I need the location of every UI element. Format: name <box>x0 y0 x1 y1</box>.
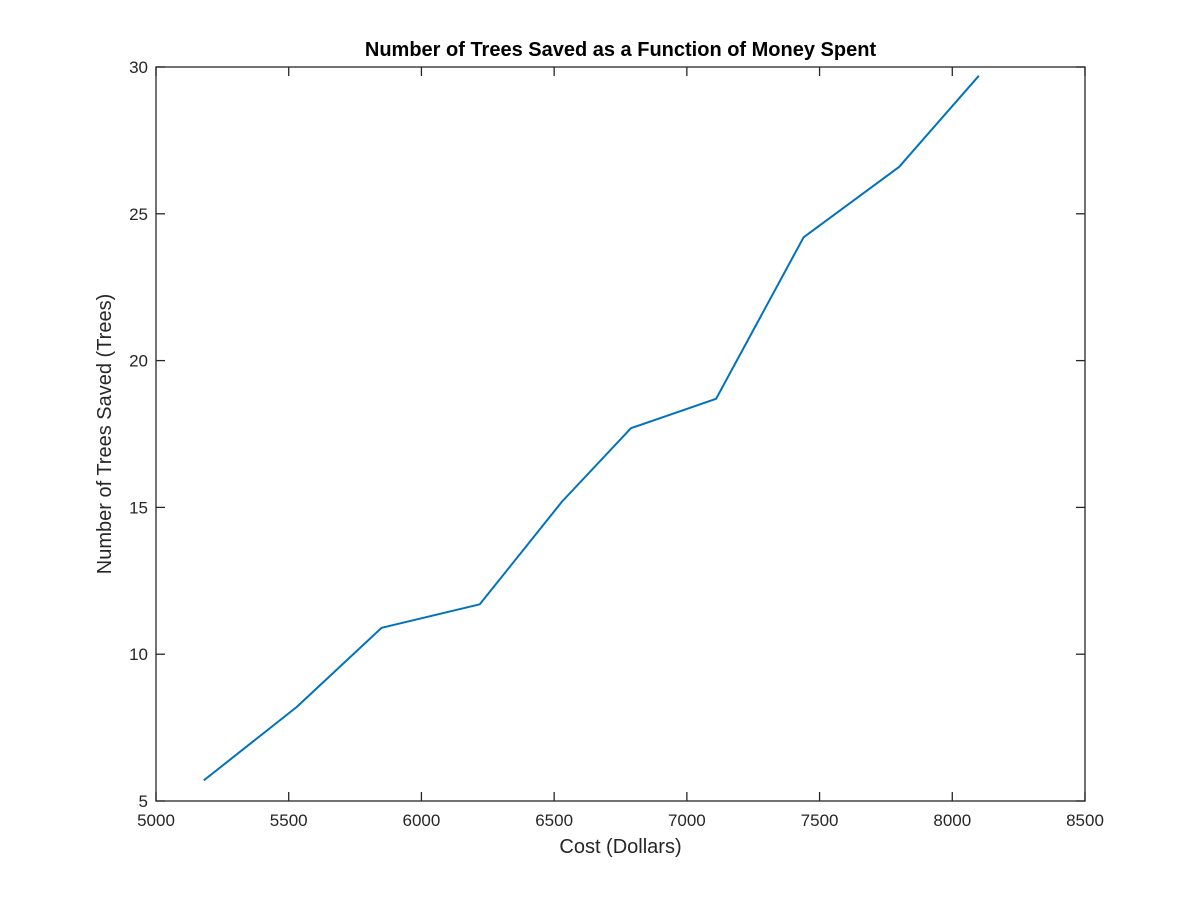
x-tick-label: 8000 <box>933 811 971 830</box>
x-tick-label: 7500 <box>801 811 839 830</box>
x-tick-label: 5500 <box>270 811 308 830</box>
plot-lines <box>203 75 980 782</box>
x-tick-label: 6000 <box>403 811 441 830</box>
plot-area <box>156 67 1085 801</box>
plot-frame <box>155 66 1086 802</box>
chart-title: Number of Trees Saved as a Function of M… <box>365 39 877 61</box>
y-tick-label: 15 <box>129 498 148 517</box>
x-tick-label: 6500 <box>535 811 573 830</box>
x-tick-label: 8500 <box>1066 811 1104 830</box>
y-tick-label: 10 <box>129 645 148 664</box>
x-axis-label: Cost (Dollars) <box>559 836 681 858</box>
x-tick-label: 7000 <box>668 811 706 830</box>
series-line <box>203 75 980 782</box>
y-tick-label: 20 <box>129 352 148 371</box>
y-tick-label: 25 <box>129 205 148 224</box>
y-tick-label: 5 <box>139 792 148 811</box>
axis-tick-labels: 5000 5500 6000 6500 7000 7500 8000 8500 5 10 15 20 2… <box>129 58 1104 830</box>
x-tick-label: 5000 <box>137 811 175 830</box>
y-axis-label: Number of Trees Saved (Trees) <box>94 294 116 574</box>
y-tick-label: 30 <box>129 58 148 77</box>
